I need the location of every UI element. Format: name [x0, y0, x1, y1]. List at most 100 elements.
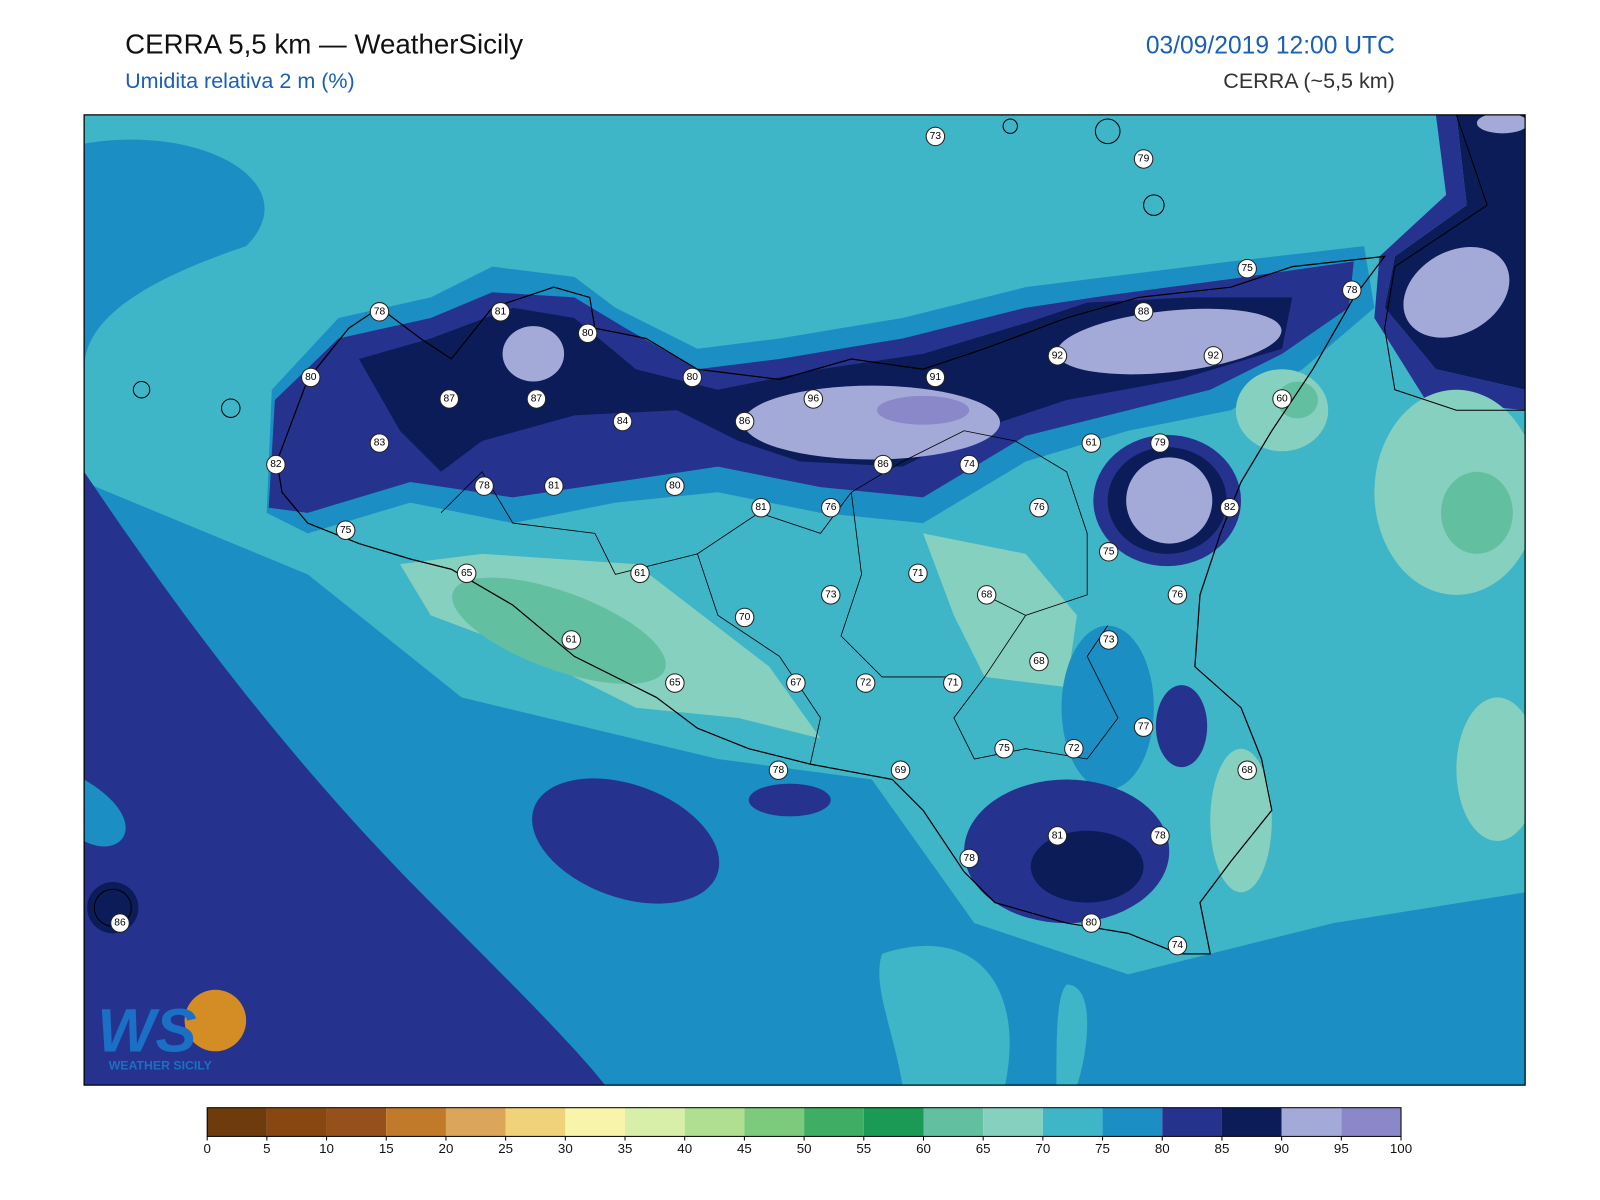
station-marker — [786, 673, 806, 693]
station-marker — [1133, 717, 1154, 737]
colorbar-tick-label: 35 — [618, 1141, 633, 1156]
station-marker — [1133, 149, 1154, 169]
map-frame — [83, 114, 1526, 1086]
station-marker — [1098, 542, 1119, 562]
station-value: 77 — [1138, 722, 1150, 733]
model-label: CERRA (~5,5 km) — [1223, 69, 1395, 93]
station-value: 91 — [930, 372, 942, 383]
colorbar-tick-label: 15 — [379, 1141, 394, 1156]
station-value: 88 — [1138, 306, 1150, 317]
colorbar-segment — [1162, 1107, 1222, 1137]
colorbar-tick-label: 70 — [1035, 1141, 1050, 1156]
station-value: 84 — [617, 416, 629, 427]
station-value: 65 — [669, 678, 681, 689]
colorbar-tick-label: 75 — [1095, 1141, 1110, 1156]
station-marker — [1203, 346, 1224, 366]
station-value: 87 — [531, 393, 543, 404]
station-marker — [925, 126, 946, 147]
station-value: 61 — [634, 568, 646, 579]
station-value: 75 — [1103, 546, 1115, 557]
station-marker — [682, 367, 703, 388]
station-value: 68 — [1241, 765, 1253, 776]
station-value: 74 — [1172, 940, 1184, 951]
station-marker — [1047, 826, 1068, 846]
colorbar-segment — [983, 1107, 1043, 1137]
colorbar-tick-label: 0 — [203, 1141, 210, 1156]
station-marker — [1167, 585, 1188, 605]
station-value: 81 — [548, 481, 560, 492]
station-value: 81 — [1052, 830, 1064, 841]
title: CERRA 5,5 km — WeatherSicily — [125, 28, 523, 59]
station-marker — [665, 476, 685, 496]
station-value: 92 — [1052, 350, 1064, 361]
station-marker — [335, 520, 356, 540]
station-value: 87 — [444, 393, 456, 404]
station-value: 73 — [825, 589, 837, 600]
station-marker — [821, 497, 841, 518]
station-value: 78 — [1154, 830, 1166, 841]
colorbar-segment — [744, 1107, 805, 1137]
station-marker — [768, 760, 789, 780]
station-value: 86 — [877, 459, 889, 470]
colorbar-segment — [565, 1107, 626, 1137]
station-marker — [630, 563, 650, 584]
station-value: 86 — [114, 918, 126, 929]
station-marker — [490, 302, 511, 322]
colorbar-tick-label: 55 — [856, 1141, 871, 1156]
station-value: 86 — [739, 416, 751, 427]
station-marker — [577, 323, 598, 344]
station-marker — [1219, 497, 1240, 518]
station-marker — [890, 760, 911, 780]
station-marker — [994, 738, 1014, 759]
station-value: 73 — [1103, 635, 1115, 646]
station-value: 80 — [669, 481, 681, 492]
colorbar-tick-label: 85 — [1215, 1141, 1230, 1156]
colorbar-segment — [1341, 1107, 1402, 1137]
colorbar-tick-label: 20 — [439, 1141, 454, 1156]
station-value: 80 — [1086, 918, 1098, 929]
station-value: 81 — [755, 502, 767, 513]
station-value: 79 — [1138, 153, 1150, 164]
colorbar-tick-label: 25 — [498, 1141, 513, 1156]
colorbar-tick-label: 80 — [1155, 1141, 1170, 1156]
station-value: 68 — [981, 589, 993, 600]
colorbar-tick-label: 90 — [1274, 1141, 1289, 1156]
station-marker — [1064, 738, 1084, 759]
station-marker — [855, 673, 876, 693]
station-value: 75 — [998, 743, 1010, 754]
station-marker — [1237, 258, 1257, 279]
station-marker — [1029, 651, 1049, 672]
logo-mark: WS — [97, 996, 196, 1065]
station-value: 76 — [1033, 502, 1045, 513]
station-marker — [1167, 935, 1188, 956]
colorbar-segment — [326, 1107, 387, 1137]
colorbar-segment — [1102, 1107, 1163, 1137]
station-value: 70 — [739, 612, 751, 623]
datetime: 03/09/2019 12:00 UTC — [1146, 32, 1395, 59]
station-marker — [1150, 433, 1170, 453]
station-marker — [110, 913, 130, 933]
station-value: 78 — [374, 306, 386, 317]
station-value: 92 — [1208, 350, 1220, 361]
station-marker — [925, 367, 946, 388]
colorbar-tick-label: 40 — [677, 1141, 692, 1156]
station-value: 82 — [270, 459, 282, 470]
station-value: 83 — [374, 438, 386, 449]
station-marker — [1081, 913, 1102, 933]
colorbar-segment — [804, 1107, 864, 1137]
colorbar-segment — [207, 1107, 267, 1137]
station-marker — [544, 476, 564, 496]
station-value: 79 — [1154, 438, 1166, 449]
subtitle: Umidita relativa 2 m (%) — [125, 69, 355, 93]
station-value: 67 — [790, 678, 802, 689]
station-marker — [943, 673, 963, 693]
station-value: 96 — [808, 393, 820, 404]
station-value: 72 — [860, 678, 872, 689]
station-marker — [1150, 826, 1170, 846]
station-value: 78 — [773, 765, 785, 776]
station-value: 73 — [930, 131, 942, 142]
station-marker — [803, 389, 824, 409]
colorbar-tick-label: 95 — [1334, 1141, 1349, 1156]
station-marker — [1098, 630, 1119, 650]
